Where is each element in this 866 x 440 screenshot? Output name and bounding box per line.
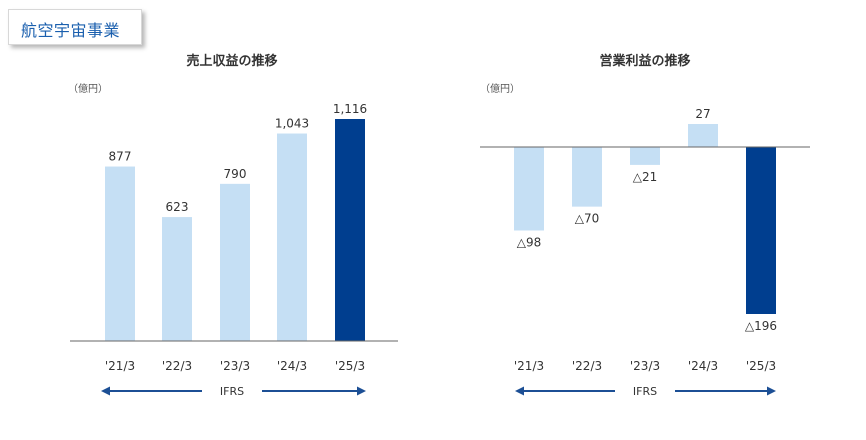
x-tick-label: '22/3 [162,359,192,373]
data-label: △21 [633,170,658,184]
data-label: 1,116 [333,102,367,116]
x-tick-label: '25/3 [746,359,776,373]
ifrs-label: IFRS [633,385,657,398]
x-tick-label: '24/3 [688,359,718,373]
unit-label: （億円） [68,82,108,95]
unit-label: （億円） [480,82,520,95]
data-label: 27 [695,107,710,121]
bar-22-3 [162,217,192,341]
chart-title: 売上収益の推移 [186,53,277,69]
x-tick-label: '23/3 [630,359,660,373]
x-tick-label: '23/3 [220,359,250,373]
revenue-chart: 売上収益の推移 （億円） 877 '21/3 623 '22/3 790 '23/3 1,043… [68,53,398,398]
bar-21-3 [514,147,544,231]
operating-profit-chart: 営業利益の推移 （億円） △98 '21/3 △70 '22/3 △21 '23/3 27 '24… [480,53,810,398]
bar-23-3 [630,147,660,165]
bar-21-3 [105,166,135,341]
ifrs-arrow-right-head [767,386,776,396]
bar-25-3 [335,119,365,341]
bar-23-3 [220,183,250,341]
x-tick-label: '21/3 [514,359,544,373]
ifrs-arrow-left-head [515,386,524,396]
ifrs-label: IFRS [220,385,244,398]
data-label: △70 [575,212,600,226]
x-tick-label: '25/3 [335,359,365,373]
x-tick-label: '22/3 [572,359,602,373]
section-tag-label: 航空宇宙事業 [21,21,121,40]
data-label: △196 [745,319,777,333]
data-label: 877 [109,150,132,164]
data-label: 623 [166,200,189,214]
data-label: △98 [517,236,542,250]
x-tick-label: '24/3 [277,359,307,373]
section-tag: 航空宇宙事業 [8,9,142,45]
bar-24-3 [688,124,718,148]
bar-25-3 [746,147,776,314]
bar-24-3 [277,133,307,341]
bar-22-3 [572,147,602,207]
data-label: 1,043 [275,117,309,131]
data-label: 790 [224,167,247,181]
chart-title: 営業利益の推移 [599,53,690,69]
x-tick-label: '21/3 [105,359,135,373]
ifrs-arrow-right-head [357,386,366,396]
ifrs-arrow-left-head [101,386,110,396]
